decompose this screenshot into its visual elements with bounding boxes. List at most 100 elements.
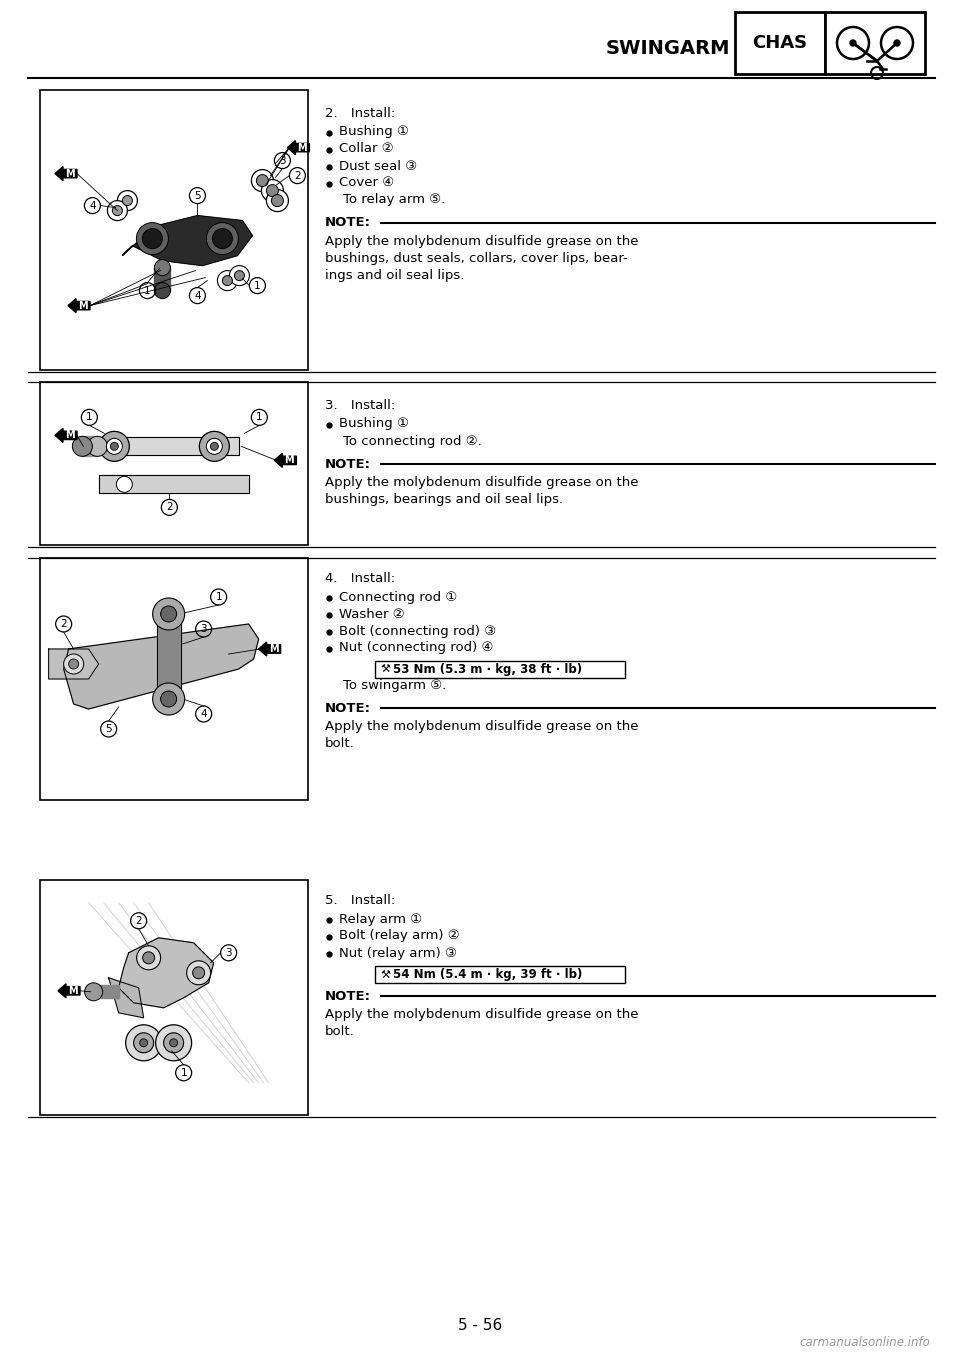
Text: Apply the molybdenum disulfide grease on the: Apply the molybdenum disulfide grease on… [325, 235, 638, 249]
Text: 5 - 56: 5 - 56 [458, 1317, 502, 1332]
Polygon shape [58, 983, 80, 998]
Text: Apply the molybdenum disulfide grease on the: Apply the molybdenum disulfide grease on… [325, 720, 638, 733]
Polygon shape [123, 216, 252, 266]
Circle shape [72, 436, 92, 456]
Text: Washer ②: Washer ② [339, 607, 404, 621]
Text: 2: 2 [294, 171, 300, 181]
Text: 3: 3 [201, 623, 207, 634]
Bar [375, 661, 625, 678]
Circle shape [156, 1025, 192, 1061]
Text: bushings, bearings and oil seal lips.: bushings, bearings and oil seal lips. [325, 493, 564, 507]
Text: Apply the molybdenum disulfide grease on the: Apply the molybdenum disulfide grease on… [325, 1008, 638, 1021]
Text: 3: 3 [226, 948, 232, 957]
Circle shape [186, 961, 210, 985]
Polygon shape [287, 141, 309, 155]
Text: bolt.: bolt. [325, 1025, 355, 1038]
Text: Relay arm ①: Relay arm ① [339, 913, 422, 926]
Text: 4: 4 [89, 201, 96, 210]
Circle shape [100, 432, 130, 462]
Text: 2: 2 [135, 915, 142, 926]
Text: Apply the molybdenum disulfide grease on the: Apply the molybdenum disulfide grease on… [325, 477, 638, 489]
Bar [40, 558, 308, 800]
Polygon shape [119, 938, 214, 1008]
Circle shape [143, 952, 155, 964]
Circle shape [266, 190, 288, 212]
Text: Dust seal ③: Dust seal ③ [339, 159, 418, 172]
Circle shape [210, 443, 218, 451]
Text: 5: 5 [194, 190, 201, 201]
Circle shape [63, 655, 84, 674]
Text: Cover ④: Cover ④ [339, 177, 395, 190]
Text: M: M [68, 986, 78, 995]
Circle shape [272, 194, 283, 206]
Text: CHAS: CHAS [753, 34, 807, 52]
Text: 3. Install:: 3. Install: [325, 399, 396, 411]
Circle shape [206, 439, 223, 455]
Text: 54 Nm (5.4 m · kg, 39 ft · lb): 54 Nm (5.4 m · kg, 39 ft · lb) [393, 968, 583, 980]
Text: carmanualsonline.info: carmanualsonline.info [799, 1336, 930, 1350]
Text: 5. Install:: 5. Install: [325, 894, 396, 907]
Polygon shape [83, 436, 97, 456]
Circle shape [160, 606, 177, 622]
Circle shape [136, 945, 160, 970]
Bar [375, 966, 625, 983]
Text: 2: 2 [166, 502, 173, 512]
Bar [40, 382, 308, 545]
Text: 1: 1 [144, 285, 151, 296]
Circle shape [153, 598, 184, 630]
Text: 4: 4 [194, 291, 201, 300]
Polygon shape [89, 437, 239, 455]
Circle shape [68, 659, 79, 669]
Polygon shape [275, 454, 297, 467]
Text: 53 Nm (5.3 m · kg, 38 ft · lb): 53 Nm (5.3 m · kg, 38 ft · lb) [393, 663, 582, 676]
Circle shape [106, 437, 123, 455]
Circle shape [133, 1033, 154, 1052]
Polygon shape [108, 978, 144, 1017]
Text: M: M [298, 143, 307, 152]
Bar [40, 90, 308, 369]
Circle shape [170, 1039, 178, 1047]
Polygon shape [155, 268, 171, 291]
Text: M: M [284, 455, 294, 466]
Text: Nut (connecting rod) ④: Nut (connecting rod) ④ [339, 641, 493, 655]
Text: 3: 3 [279, 156, 286, 166]
Circle shape [261, 179, 283, 201]
Text: NOTE:: NOTE: [325, 990, 371, 1002]
Text: To connecting rod ②.: To connecting rod ②. [343, 435, 482, 448]
Polygon shape [94, 985, 119, 998]
Text: ⚒: ⚒ [380, 970, 390, 979]
Text: 4: 4 [201, 709, 207, 718]
Text: NOTE:: NOTE: [325, 458, 371, 470]
Circle shape [84, 983, 103, 1001]
Bar [40, 880, 308, 1115]
Circle shape [110, 443, 118, 451]
Text: bolt.: bolt. [325, 737, 355, 750]
Circle shape [229, 266, 250, 285]
Circle shape [116, 477, 132, 493]
Text: 2: 2 [60, 619, 67, 629]
Polygon shape [68, 299, 90, 312]
Circle shape [139, 1039, 148, 1047]
Circle shape [212, 228, 232, 249]
Circle shape [142, 228, 162, 249]
Polygon shape [156, 614, 180, 699]
Circle shape [223, 276, 232, 285]
Circle shape [160, 691, 177, 708]
Circle shape [234, 270, 245, 281]
Circle shape [112, 205, 123, 216]
Text: Bolt (connecting rod) ③: Bolt (connecting rod) ③ [339, 625, 496, 637]
Text: Collar ②: Collar ② [339, 143, 394, 156]
Circle shape [155, 259, 171, 276]
Polygon shape [55, 428, 77, 443]
Polygon shape [258, 642, 280, 656]
Circle shape [266, 185, 278, 197]
Circle shape [117, 190, 137, 210]
Circle shape [108, 201, 128, 220]
Text: 1: 1 [86, 413, 93, 422]
Circle shape [107, 439, 122, 455]
Circle shape [87, 436, 108, 456]
Text: 2. Install:: 2. Install: [325, 107, 396, 120]
Text: 1: 1 [180, 1067, 187, 1078]
Circle shape [200, 432, 229, 462]
Text: bushings, dust seals, collars, cover lips, bear-: bushings, dust seals, collars, cover lip… [325, 253, 628, 265]
